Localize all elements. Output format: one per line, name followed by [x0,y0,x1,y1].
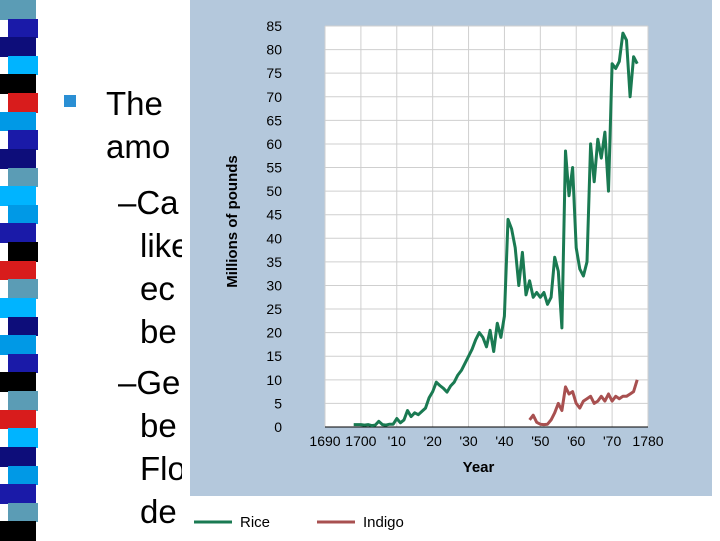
x-tick-label: '20 [424,433,442,449]
slide-text-line-5: ec [140,270,175,307]
stripe-block [8,502,38,523]
y-tick-label: 15 [266,348,282,364]
slide-text-line-10: de [140,493,177,530]
stripe-block [0,37,36,57]
y-tick-label: 40 [266,230,282,246]
y-tick-label: 45 [266,207,282,223]
stripe-block [8,353,38,374]
y-axis-label: Millions of pounds [224,155,241,287]
x-axis-label: Year [463,459,495,476]
stripe-block [0,186,36,206]
stripe-block [0,223,36,244]
x-tick-label: '40 [495,433,513,449]
stripe-block [8,428,38,448]
stripe-block [8,130,38,150]
stripe-block [0,446,36,467]
stripe-block [8,242,38,262]
x-tick-label: '60 [567,433,585,449]
series-line-rice [353,31,639,428]
y-tick-label: 0 [274,419,282,435]
chart-panel: 0 5 10 15 20 25 30 35 40 45 50 55 60 65 70 75 80 85 1690 17… [182,0,720,540]
x-tick-label: '10 [388,433,406,449]
slide-text-line-8: be [140,407,177,444]
legend-area [182,496,720,540]
slide-text-line-7: –Ge [118,364,181,401]
y-tick-label: 55 [266,160,282,176]
stripe-block [0,260,36,281]
y-tick-label: 85 [266,18,282,34]
y-tick-label: 65 [266,112,282,128]
legend-label-rice: Rice [240,514,270,531]
slide-text-line-2: amo [106,128,171,165]
stripe-block [0,111,36,132]
y-tick-label: 35 [266,254,282,270]
plot-area [325,26,648,427]
stripe-block [8,316,38,337]
stripe-block [8,279,38,299]
stripe-block [8,18,38,39]
series-line-indigo [528,379,639,427]
chart: 0 5 10 15 20 25 30 35 40 45 50 55 60 65 70 75 80 85 1690 17… [182,0,720,540]
stripe-block [0,0,36,20]
stripe-block [0,372,36,393]
x-tick-label: 1690 [309,433,340,449]
decorative-stripe [0,0,48,541]
y-tick-label: 5 [274,395,282,411]
x-tick-label: '50 [531,433,549,449]
stripe-block [0,74,36,95]
slide-text-line-6: be [140,313,177,350]
y-tick-label: 75 [266,65,282,81]
bullet-marker [64,95,76,107]
y-tick-label: 70 [266,89,282,105]
stripe-block [8,55,38,76]
stripe-block [8,93,38,113]
slide-text-line-3: –Ca [118,184,179,221]
y-tick-label: 20 [266,325,282,341]
stripe-block [0,297,36,318]
stripe-block [0,148,36,169]
x-tick-label: 1700 [345,433,376,449]
y-tick-label: 60 [266,136,282,152]
slide-text-line-4: like [140,227,190,264]
stripe-block [0,335,36,355]
y-tick-label: 80 [266,42,282,58]
x-tick-label: '30 [459,433,477,449]
legend-label-indigo: Indigo [363,514,404,531]
slide-text-line-9: Flo [140,450,186,487]
stripe-block [8,167,38,188]
stripe-block [8,204,38,225]
x-tick-label: '70 [603,433,621,449]
stripe-block [0,409,36,430]
x-tick-label: 1780 [632,433,663,449]
y-tick-label: 10 [266,372,282,388]
slide-text-line-1: The [106,85,163,122]
y-tick-label: 25 [266,301,282,317]
y-tick-label: 30 [266,277,282,293]
stripe-block [0,484,36,504]
stripe-block [0,521,36,541]
stripe-block [8,465,38,486]
y-tick-label: 50 [266,183,282,199]
stripe-block [8,391,38,411]
